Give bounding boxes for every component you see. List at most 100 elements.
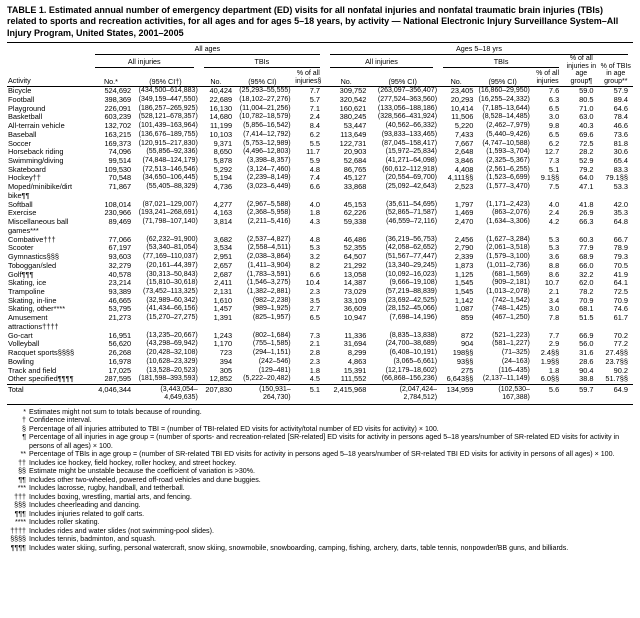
- value-cell: 62,226: [343, 208, 367, 218]
- column-header-no-all-ages: No.*: [89, 68, 133, 88]
- value-cell: (116–435): [498, 366, 530, 374]
- value-cell: 83.3: [613, 164, 628, 174]
- value-cell: 287,595: [104, 374, 132, 384]
- value-cell: (9,666–19,108): [389, 279, 438, 287]
- value-cell: 2,648: [454, 147, 474, 157]
- value-cell: 4.8: [309, 234, 320, 244]
- footnote: §§ Estimate might be unstable because the…: [7, 467, 633, 476]
- activity-cell: Track and field: [8, 365, 57, 375]
- value-cell: (4,496–12,803): [243, 148, 291, 156]
- value-cell: (5,753–12,989): [243, 139, 291, 147]
- activity-cell: Trampoline: [8, 287, 45, 297]
- column-header-pct-all-injuries-all-ages: % of all injuries§: [291, 68, 325, 88]
- table-row: Toboggan/sled 32,279 (20,161–44,397) 2,657 (…: [7, 260, 633, 271]
- table-title: TABLE 1. Estimated annual number of emer…: [7, 5, 633, 43]
- value-cell: (129–481): [258, 366, 291, 374]
- footnote: * Estimates might not sum to totals becau…: [7, 408, 633, 417]
- footnote-text: Includes rides and water slides (not swi…: [29, 526, 214, 535]
- value-cell: 72.5: [579, 138, 594, 148]
- value-cell: 226,091: [104, 103, 132, 113]
- value-cell: (40,562–66,332): [385, 122, 438, 130]
- value-cell: 5.5: [309, 138, 320, 148]
- value-cell: (2,462–7,979): [486, 122, 530, 130]
- value-cell: (1,411–3,904): [247, 261, 291, 269]
- activity-cell: Go-cart: [8, 330, 33, 340]
- column-header-pct-tbis-age-group: % of TBIs in age group**: [598, 54, 633, 88]
- value-cell: 2.3: [309, 287, 320, 297]
- value-cell: 99,514: [108, 156, 132, 165]
- value-cell: (32,989–60,342): [146, 296, 198, 304]
- value-cell: 7,433: [454, 129, 474, 139]
- value-cell: 32.2: [579, 269, 594, 279]
- value-cell: 14,387: [343, 278, 367, 288]
- value-cell: (93,833–133,465): [381, 130, 438, 138]
- value-cell: 66.3: [579, 217, 594, 227]
- value-cell: (2,558–4,511): [247, 244, 291, 252]
- value-cell: 2,470: [454, 217, 474, 227]
- value-cell: 2,131: [213, 287, 233, 297]
- table-row: Basketball 603,239 (528,121–678,357) 14,680…: [7, 113, 633, 122]
- value-cell: (1,171–2,423): [486, 200, 530, 208]
- footnote-mark: ††: [18, 458, 26, 467]
- table-row: Moped/minibike/dirt bike¶¶ 71,867 (55,405–…: [7, 182, 633, 200]
- table-row: Swimming/diving 99,514 (74,848–124,179) 5,8…: [7, 156, 633, 166]
- value-cell: (4,747–10,588): [482, 139, 530, 147]
- footnote-text: Includes roller skating.: [29, 518, 100, 527]
- table-row: Football 398,369 (349,159–447,550) 22,689 (1…: [7, 94, 633, 105]
- value-cell: (277,524–363,560): [377, 95, 438, 103]
- value-cell: 6.6: [309, 269, 320, 279]
- table-row: Baseball 163,215 (136,676–189,755) 10,103 (7…: [7, 129, 633, 140]
- value-cell: (13,528–20,523): [146, 366, 198, 374]
- activity-cell: Playground: [8, 103, 46, 113]
- value-cell: 160,621: [339, 103, 367, 113]
- subgroup-header-all-injuries: All injuries: [90, 55, 199, 69]
- value-cell: 56.0: [579, 339, 594, 349]
- value-cell: (34,650–106,445): [142, 174, 198, 182]
- value-cell: 90.2: [613, 365, 628, 375]
- footnote-text: Includes tennis, badminton, and squash.: [29, 535, 156, 544]
- footnote: † Confidence interval.: [7, 416, 633, 425]
- footnote-mark: ***: [17, 484, 26, 493]
- value-cell: (52,865–71,587): [385, 209, 438, 217]
- value-cell: 4,277: [213, 199, 233, 209]
- value-cell: (8,835–13,838): [389, 331, 438, 339]
- footnotes: * Estimates might not sum to totals becau…: [7, 408, 633, 553]
- value-cell: (681–1,569): [492, 270, 530, 278]
- value-cell: 68.9: [579, 252, 594, 262]
- value-cell: 5.7: [309, 94, 320, 104]
- value-cell: 3,682: [213, 234, 233, 244]
- value-cell: (13,340–29,245): [385, 261, 438, 269]
- value-cell: 7.7: [548, 330, 560, 340]
- value-cell: 163,215: [104, 129, 132, 139]
- value-cell: (71,798–107,140): [142, 218, 198, 226]
- value-cell: (55,405–88,329): [146, 183, 198, 191]
- footnote: §§§§ Includes tennis, badminton, and squa…: [7, 535, 633, 544]
- value-cell: 28.6: [579, 356, 594, 366]
- value-cell: 51.5: [579, 313, 594, 323]
- footnote: *** Includes lacrosse, rugby, handball, a…: [7, 484, 633, 493]
- value-cell: 2.4§§: [540, 348, 560, 358]
- activity-cell: Combative†††: [8, 234, 56, 244]
- value-cell: (60,612–112,918): [382, 165, 438, 173]
- value-cell: 3.0: [548, 304, 560, 314]
- footnote-mark: ¶¶¶¶: [10, 543, 26, 552]
- value-cell: 21,273: [108, 313, 132, 323]
- footnote: §§§ Includes cheerleading and dancing.: [7, 501, 633, 510]
- value-cell: (102,530– 167,388): [474, 384, 531, 405]
- value-cell: 7.7: [309, 86, 320, 96]
- value-cell: 70.5: [613, 260, 628, 270]
- value-cell: 8.4: [309, 121, 320, 131]
- value-cell: 320,542: [339, 94, 367, 104]
- value-cell: (294–1,151): [252, 349, 291, 357]
- table-row: Hockey†† 70,548 (34,650–106,445) 5,194 (2,23…: [7, 174, 633, 183]
- value-cell: 1.8: [309, 208, 320, 218]
- value-cell: 10,414: [450, 103, 474, 113]
- value-cell: (15,270–27,275): [146, 314, 198, 322]
- table-row: Bicycle 524,692 (434,500–614,883) 40,424 (25…: [7, 86, 633, 96]
- activity-cell: Moped/minibike/dirt bike¶¶: [8, 182, 73, 200]
- value-cell: 38.8: [579, 374, 594, 384]
- table-row: Playground 226,091 (186,257–265,925) 16,130…: [7, 103, 633, 114]
- value-cell: 524,692: [104, 86, 132, 96]
- value-cell: 7.3: [548, 156, 560, 165]
